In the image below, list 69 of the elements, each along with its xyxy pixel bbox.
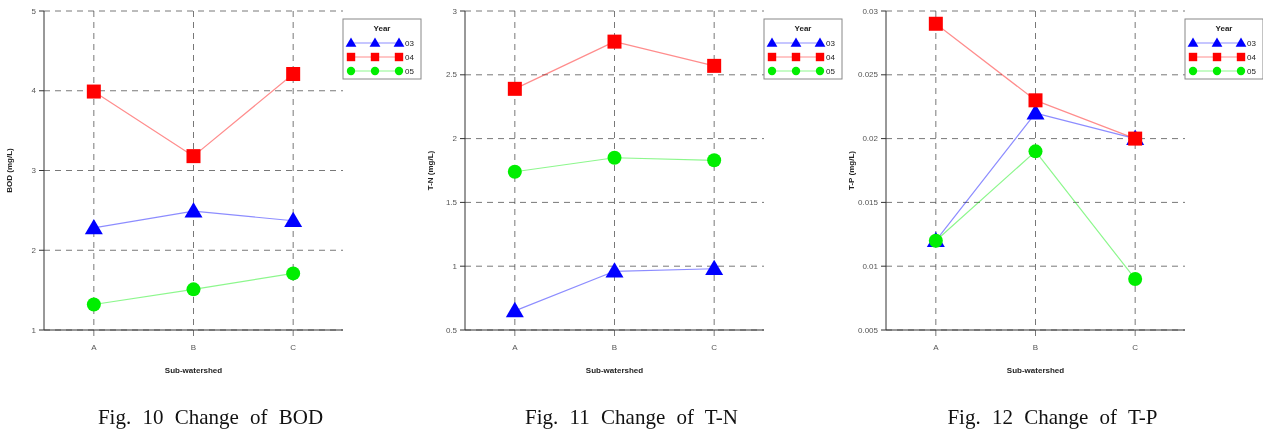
point <box>1028 93 1043 108</box>
point <box>707 153 722 168</box>
x-tick-label: C <box>290 343 297 352</box>
legend-label: 04 <box>1247 52 1257 62</box>
x-axis-title: Sub-watershed <box>585 366 644 375</box>
point <box>186 149 201 164</box>
y-tick-label: 1 <box>31 325 37 335</box>
point <box>286 266 301 281</box>
text: Fig. 12 Change of T-P <box>947 405 1158 429</box>
x-tick-label: A <box>933 343 940 352</box>
y-tick-label: 2 <box>31 245 37 255</box>
point <box>1028 144 1043 159</box>
x-tick-label: A <box>512 343 519 352</box>
y-tick-label: 2 <box>452 134 458 144</box>
y-axis-title: T-P (mg/L) <box>847 150 856 190</box>
legend-label: 03 <box>1247 38 1257 48</box>
y-tick-label: 0.005 <box>857 325 879 335</box>
x-axis-title: Sub-watershed <box>164 366 223 375</box>
y-tick-label: 2.5 <box>445 70 458 80</box>
point <box>507 164 522 179</box>
point <box>186 282 201 297</box>
x-tick-label: C <box>1132 343 1139 352</box>
x-axis-title: Sub-watershed <box>1006 366 1065 375</box>
y-tick-label: 3 <box>31 166 37 176</box>
text: Fig. 10 Change of BOD <box>97 405 324 429</box>
point <box>86 297 101 312</box>
x-tick-label: B <box>611 343 618 352</box>
legend-label: 04 <box>826 52 836 62</box>
point <box>286 67 301 81</box>
y-tick-label: 0.03 <box>862 6 879 16</box>
point <box>86 84 101 99</box>
point <box>605 262 624 278</box>
point <box>84 218 103 235</box>
y-tick-label: 3 <box>452 6 458 16</box>
y-tick-label: 0.01 <box>862 261 879 271</box>
legend-label: 03 <box>826 38 836 48</box>
y-tick-label: 0.5 <box>445 325 458 335</box>
legend-title: Year <box>1215 24 1233 33</box>
y-tick-label: 1.5 <box>445 197 458 207</box>
point <box>607 34 622 49</box>
text: Fig. 11 Change of T-N <box>525 405 738 429</box>
legend-label: 03 <box>405 38 415 48</box>
legend-title: Year <box>373 24 391 33</box>
y-tick-label: 4 <box>31 86 37 96</box>
x-tick-label: A <box>91 343 98 352</box>
legend-label: 05 <box>1247 66 1257 76</box>
x-tick-label: C <box>711 343 718 352</box>
legend-title: Year <box>794 24 812 33</box>
y-tick-label: 0.025 <box>857 70 879 80</box>
point <box>184 202 203 218</box>
y-tick-label: 1 <box>452 261 458 271</box>
x-tick-label: B <box>1032 343 1039 352</box>
y-tick-label: 0.015 <box>857 197 879 207</box>
point <box>507 81 522 96</box>
point <box>705 259 724 276</box>
y-tick-label: 0.02 <box>862 134 879 144</box>
y-axis-title: T-N (mg/L) <box>426 150 435 191</box>
legend-label: 05 <box>405 66 415 76</box>
legend-label: 04 <box>405 52 415 62</box>
legend-label: 05 <box>826 66 836 76</box>
point <box>607 150 622 165</box>
point <box>505 301 524 318</box>
x-tick-label: B <box>190 343 197 352</box>
point <box>284 211 303 228</box>
point <box>707 58 722 73</box>
y-axis-title: BOD (mg/L) <box>5 147 14 193</box>
y-tick-label: 5 <box>31 6 37 16</box>
point <box>1128 271 1143 286</box>
point <box>928 16 943 31</box>
